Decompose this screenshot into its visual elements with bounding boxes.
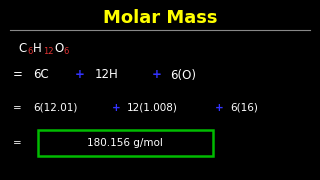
Text: +: +: [215, 103, 224, 113]
Text: 12H: 12H: [95, 69, 119, 82]
Text: +: +: [75, 69, 85, 82]
Text: H: H: [33, 42, 42, 55]
Text: 12(1.008): 12(1.008): [127, 103, 178, 113]
Text: =: =: [13, 138, 22, 148]
Text: 6(O): 6(O): [170, 69, 196, 82]
Text: 6: 6: [27, 46, 32, 55]
Text: C: C: [18, 42, 26, 55]
Text: 6(16): 6(16): [230, 103, 258, 113]
Text: 6: 6: [63, 46, 68, 55]
Text: 6C: 6C: [33, 69, 49, 82]
Text: Molar Mass: Molar Mass: [103, 9, 217, 27]
Text: =: =: [13, 103, 22, 113]
Text: O: O: [54, 42, 63, 55]
Text: 6(12.01): 6(12.01): [33, 103, 77, 113]
Text: 180.156 g/mol: 180.156 g/mol: [87, 138, 163, 148]
Text: 12: 12: [43, 46, 53, 55]
Text: +: +: [152, 69, 162, 82]
Text: =: =: [13, 69, 23, 82]
Text: +: +: [112, 103, 121, 113]
